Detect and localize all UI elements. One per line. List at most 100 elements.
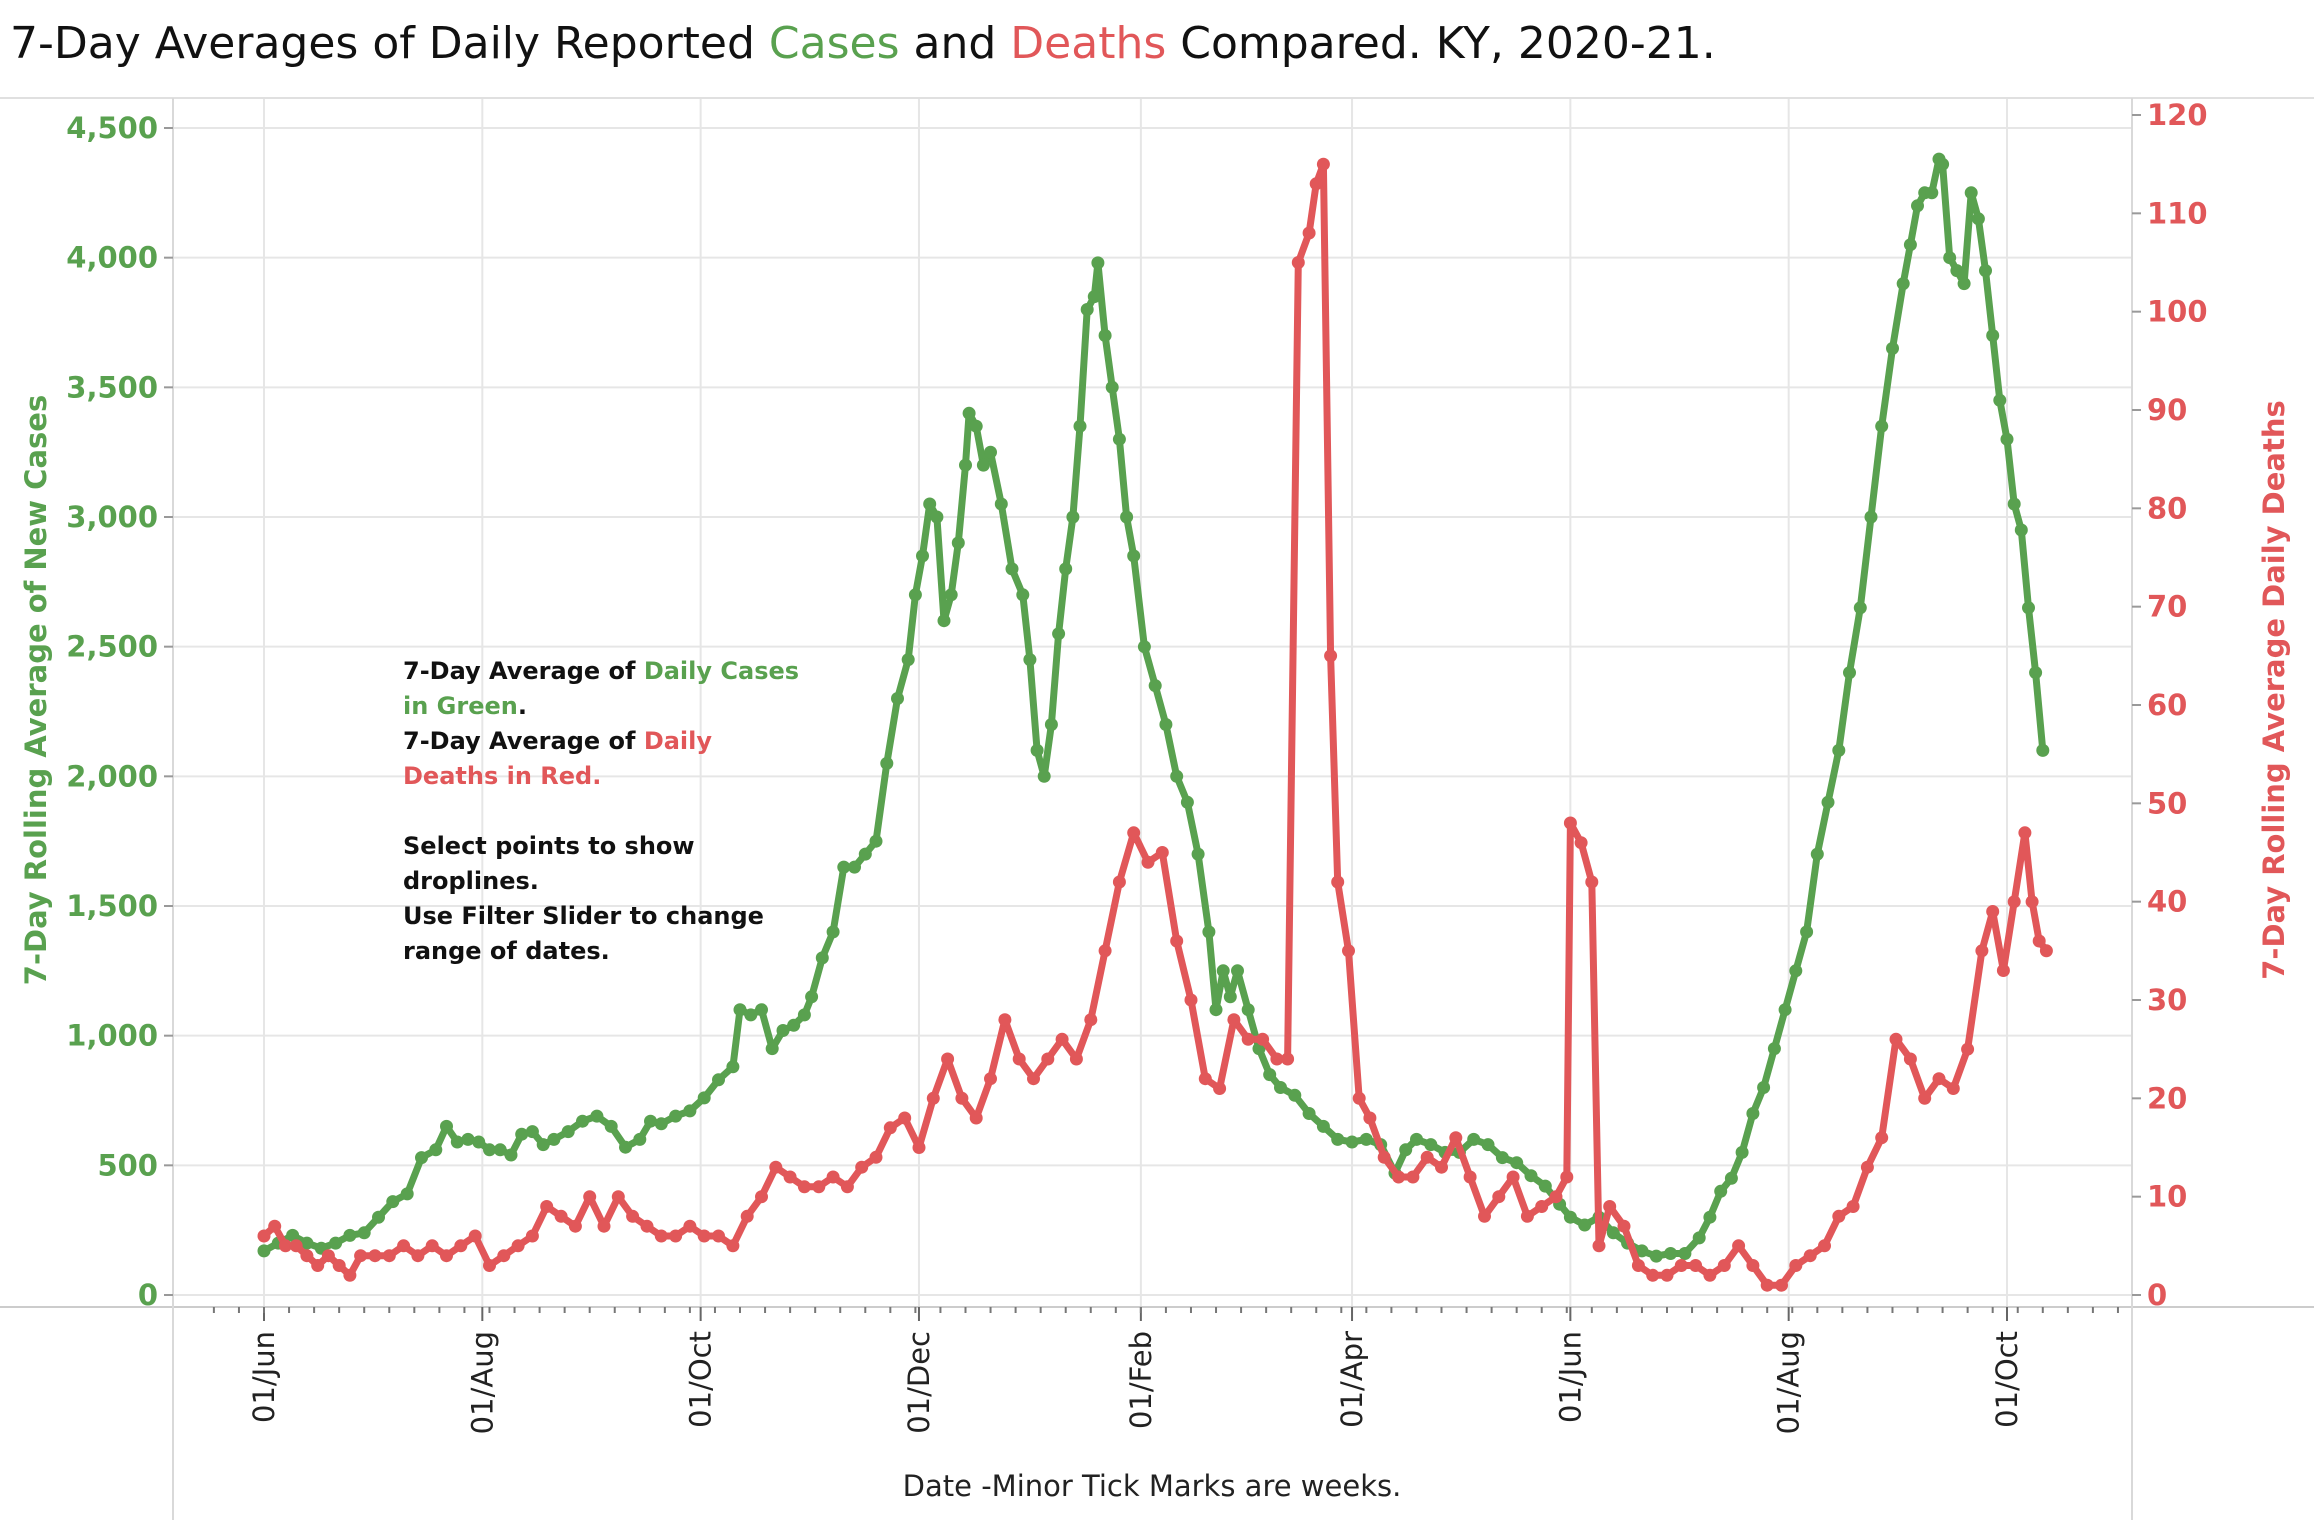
deaths-point[interactable] bbox=[1363, 1111, 1377, 1125]
cases-point[interactable] bbox=[1800, 925, 1814, 939]
cases-point[interactable] bbox=[1896, 277, 1910, 291]
deaths-point[interactable] bbox=[321, 1249, 335, 1263]
deaths-point[interactable] bbox=[1084, 1013, 1098, 1027]
cases-point[interactable] bbox=[493, 1143, 507, 1157]
deaths-point[interactable] bbox=[1860, 1160, 1874, 1174]
cases-point[interactable] bbox=[1216, 964, 1230, 978]
cases-point[interactable] bbox=[1098, 329, 1112, 342]
deaths-point[interactable] bbox=[368, 1249, 382, 1263]
cases-point[interactable] bbox=[1302, 1107, 1316, 1120]
cases-point[interactable] bbox=[1911, 199, 1924, 213]
cases-point[interactable] bbox=[483, 1143, 496, 1157]
deaths-point[interactable] bbox=[826, 1170, 840, 1184]
deaths-point[interactable] bbox=[397, 1239, 411, 1253]
deaths-point[interactable] bbox=[1961, 1042, 1975, 1056]
cases-point[interactable] bbox=[858, 847, 872, 861]
cases-point[interactable] bbox=[386, 1195, 400, 1209]
cases-point[interactable] bbox=[536, 1138, 550, 1152]
deaths-point[interactable] bbox=[1127, 826, 1141, 840]
deaths-point[interactable] bbox=[697, 1229, 711, 1243]
cases-point[interactable] bbox=[1112, 432, 1126, 446]
cases-point[interactable] bbox=[440, 1119, 453, 1133]
cases-point[interactable] bbox=[930, 510, 944, 524]
cases-point[interactable] bbox=[959, 458, 972, 472]
deaths-point[interactable] bbox=[1012, 1052, 1026, 1066]
deaths-point[interactable] bbox=[525, 1229, 539, 1243]
cases-series[interactable] bbox=[257, 152, 2050, 1263]
deaths-point[interactable] bbox=[941, 1052, 955, 1066]
cases-point[interactable] bbox=[787, 1018, 801, 1032]
deaths-point[interactable] bbox=[1775, 1278, 1788, 1292]
cases-point[interactable] bbox=[450, 1135, 464, 1149]
cases-point[interactable] bbox=[1091, 256, 1105, 270]
cases-point[interactable] bbox=[1821, 795, 1835, 809]
cases-point[interactable] bbox=[633, 1132, 647, 1146]
cases-point[interactable] bbox=[1957, 277, 1971, 291]
cases-point[interactable] bbox=[1578, 1218, 1592, 1232]
deaths-point[interactable] bbox=[1520, 1209, 1534, 1223]
deaths-point[interactable] bbox=[1155, 846, 1169, 859]
cases-point[interactable] bbox=[1148, 679, 1162, 693]
deaths-point[interactable] bbox=[1377, 1150, 1391, 1164]
cases-point[interactable] bbox=[1180, 795, 1194, 809]
deaths-point[interactable] bbox=[343, 1268, 357, 1282]
cases-point[interactable] bbox=[891, 692, 904, 705]
cases-point[interactable] bbox=[1925, 186, 1939, 200]
cases-point[interactable] bbox=[2022, 601, 2035, 615]
cases-point[interactable] bbox=[1263, 1068, 1277, 1082]
cases-point[interactable] bbox=[1936, 157, 1950, 171]
deaths-point[interactable] bbox=[1324, 649, 1338, 663]
cases-point[interactable] bbox=[1563, 1210, 1577, 1224]
cases-point[interactable] bbox=[880, 756, 894, 770]
deaths-point[interactable] bbox=[726, 1239, 740, 1253]
cases-point[interactable] bbox=[733, 1003, 747, 1017]
cases-point[interactable] bbox=[744, 1008, 758, 1022]
deaths-point[interactable] bbox=[1170, 934, 1184, 948]
deaths-point[interactable] bbox=[1098, 944, 1112, 958]
deaths-point[interactable] bbox=[497, 1249, 511, 1263]
cases-point[interactable] bbox=[1964, 186, 1978, 200]
cases-point[interactable] bbox=[815, 951, 829, 965]
deaths-point[interactable] bbox=[1420, 1150, 1434, 1164]
cases-point[interactable] bbox=[1005, 562, 1019, 576]
deaths-point[interactable] bbox=[1184, 993, 1198, 1007]
cases-point[interactable] bbox=[944, 588, 958, 602]
deaths-point[interactable] bbox=[1492, 1190, 1506, 1204]
cases-point[interactable] bbox=[1399, 1143, 1413, 1157]
cases-point[interactable] bbox=[1410, 1132, 1423, 1146]
deaths-point[interactable] bbox=[926, 1091, 940, 1105]
deaths-point[interactable] bbox=[1986, 905, 2000, 918]
deaths-point[interactable] bbox=[1478, 1209, 1491, 1223]
cases-point[interactable] bbox=[1832, 743, 1846, 757]
cases-point[interactable] bbox=[1864, 510, 1878, 524]
deaths-point[interactable] bbox=[425, 1239, 439, 1253]
deaths-point[interactable] bbox=[1689, 1259, 1703, 1272]
cases-point[interactable] bbox=[1993, 393, 2007, 407]
deaths-point[interactable] bbox=[955, 1091, 969, 1105]
cases-point[interactable] bbox=[1044, 718, 1058, 731]
cases-point[interactable] bbox=[937, 614, 951, 628]
deaths-point[interactable] bbox=[411, 1249, 425, 1263]
cases-point[interactable] bbox=[1241, 1003, 1255, 1017]
cases-point[interactable] bbox=[1789, 964, 1803, 978]
cases-point[interactable] bbox=[976, 458, 990, 472]
deaths-point[interactable] bbox=[483, 1259, 496, 1272]
cases-point[interactable] bbox=[415, 1151, 428, 1165]
cases-point[interactable] bbox=[826, 925, 840, 939]
cases-point[interactable] bbox=[1843, 666, 1856, 680]
deaths-point[interactable] bbox=[1674, 1259, 1688, 1272]
cases-point[interactable] bbox=[869, 834, 883, 848]
series-lines[interactable] bbox=[257, 152, 2053, 1292]
cases-point[interactable] bbox=[669, 1109, 683, 1123]
cases-point[interactable] bbox=[805, 990, 819, 1004]
cases-point[interactable] bbox=[1105, 380, 1119, 394]
deaths-point[interactable] bbox=[1846, 1200, 1860, 1213]
cases-point[interactable] bbox=[1810, 847, 1824, 861]
cases-point[interactable] bbox=[1692, 1231, 1706, 1245]
deaths-point[interactable] bbox=[1832, 1209, 1846, 1223]
cases-point[interactable] bbox=[1714, 1184, 1728, 1198]
deaths-point[interactable] bbox=[1889, 1032, 1903, 1046]
cases-point[interactable] bbox=[604, 1119, 618, 1133]
deaths-point[interactable] bbox=[1563, 816, 1577, 830]
cases-point[interactable] bbox=[2036, 743, 2050, 757]
